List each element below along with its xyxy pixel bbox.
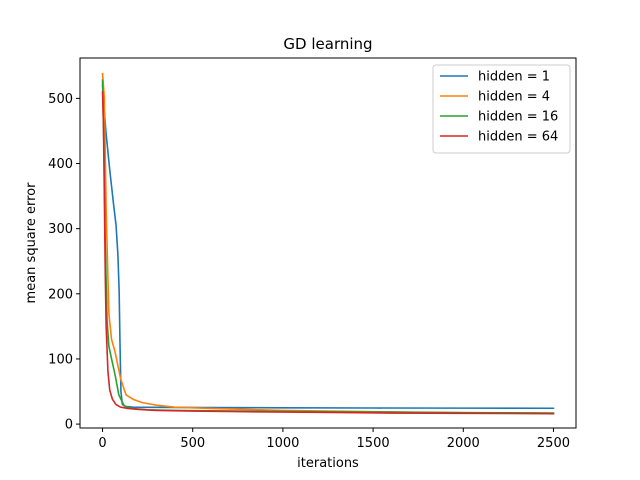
- legend-label-4: hidden = 64: [478, 130, 558, 145]
- y-tick-label: 0: [65, 418, 73, 433]
- x-tick-label: 2500: [537, 436, 570, 451]
- x-axis-title: iterations: [297, 456, 359, 471]
- x-axis: 0 500 1000 1500 2000 2500: [98, 428, 570, 451]
- legend: hidden = 1 hidden = 4 hidden = 16 hidden = …: [432, 64, 571, 154]
- y-axis-title: mean square error: [24, 182, 39, 304]
- y-tick-label: 100: [48, 352, 73, 367]
- y-axis: 0 100 200 300 400 500: [48, 92, 80, 433]
- x-tick-label: 1000: [266, 436, 299, 451]
- x-tick-label: 0: [98, 436, 106, 451]
- chart-title: GD learning: [283, 35, 372, 53]
- series-line-1: [101, 84, 555, 410]
- y-tick-label: 400: [48, 157, 73, 172]
- plot-frame: [79, 57, 577, 429]
- x-tick-label: 1500: [357, 436, 390, 451]
- legend-label-2: hidden = 4: [478, 90, 550, 105]
- y-tick-label: 300: [48, 222, 73, 237]
- x-tick-label: 2000: [447, 436, 480, 451]
- legend-label-1: hidden = 1: [478, 70, 550, 85]
- x-tick-label: 500: [180, 436, 205, 451]
- plot-lines: [101, 72, 555, 415]
- legend-box: [432, 64, 571, 154]
- y-tick-label: 500: [48, 92, 73, 107]
- series-line-4: [101, 91, 555, 415]
- y-tick-label: 200: [48, 287, 73, 302]
- legend-label-3: hidden = 16: [478, 110, 558, 125]
